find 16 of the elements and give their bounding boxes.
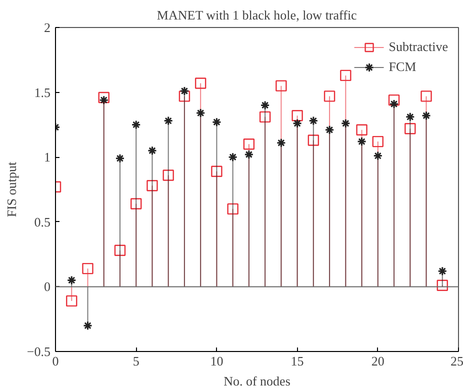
legend-label: Subtractive xyxy=(388,39,448,55)
legend-label: FCM xyxy=(388,59,416,75)
x-axis-title: No. of nodes xyxy=(224,374,290,388)
x-tick-label: 20 xyxy=(371,354,384,368)
y-tick-label: 1 xyxy=(44,150,50,165)
y-axis-title: FIS output xyxy=(4,161,19,218)
x-tick-label: 5 xyxy=(132,354,140,368)
y-tick-label: 0.5 xyxy=(34,214,50,230)
y-tick-label: 0 xyxy=(44,279,50,294)
y-tick-label: 2 xyxy=(44,20,50,35)
y-tick-label: 1.5 xyxy=(34,84,50,100)
x-tick-label: 15 xyxy=(290,354,304,368)
y-tick-label: −0.5 xyxy=(26,344,51,359)
x-tick-label: 10 xyxy=(210,354,224,368)
chart-title: MANET with 1 black hole, low traffic xyxy=(156,8,358,22)
x-tick-label: 25 xyxy=(450,354,463,368)
